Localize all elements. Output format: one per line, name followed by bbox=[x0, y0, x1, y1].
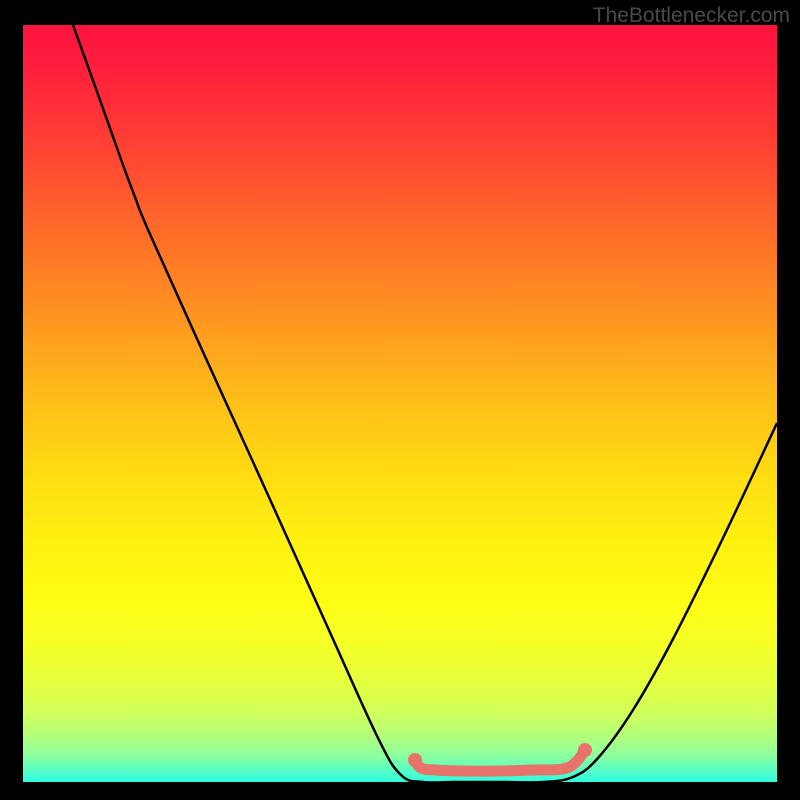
marker-start-dot bbox=[408, 753, 422, 767]
watermark-text: TheBottlenecker.com bbox=[593, 4, 790, 28]
optimal-region-marker bbox=[415, 750, 585, 771]
marker-end-dot bbox=[578, 743, 592, 757]
bottleneck-curve bbox=[73, 25, 777, 782]
chart-plot-area bbox=[23, 25, 777, 782]
chart-curve-layer bbox=[23, 25, 777, 782]
